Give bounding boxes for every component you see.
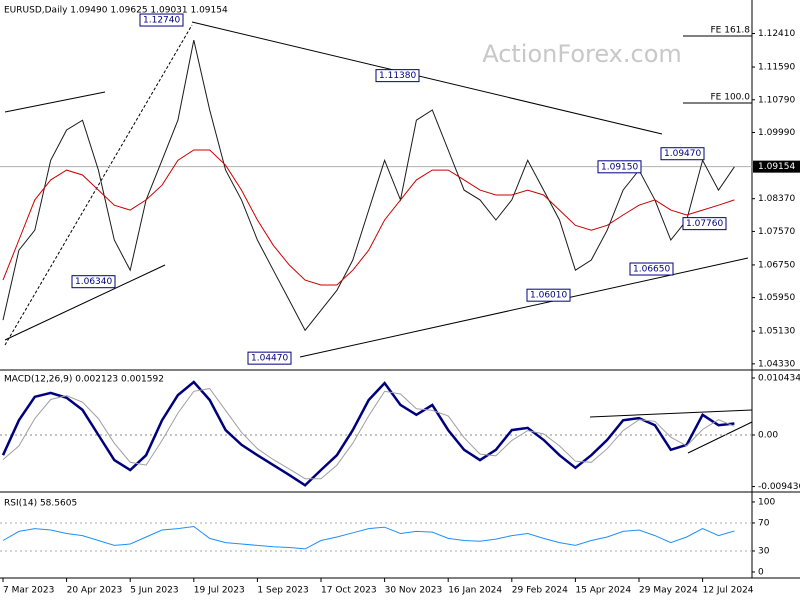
price-label-box xyxy=(375,69,420,83)
rsi-title: RSI(14) 58.5605 xyxy=(4,499,77,509)
chart-title: EURUSD,Daily 1.09490 1.09625 1.09031 1.0… xyxy=(4,6,228,16)
series-line xyxy=(2,388,735,480)
y-tick-label: 30 xyxy=(758,546,770,556)
price-label-box xyxy=(139,13,184,27)
fe-label: FE 161.8 xyxy=(711,25,751,35)
series-line xyxy=(1,380,735,487)
y-tick-label: 1.06750 xyxy=(758,260,795,270)
trendline xyxy=(687,421,753,454)
price-label-box xyxy=(247,351,292,365)
y-tick-label: 1.05130 xyxy=(758,327,795,337)
trendline xyxy=(589,409,753,418)
x-tick-label: 5 Jun 2023 xyxy=(130,586,178,596)
macd-title: MACD(12,26,9) 0.002123 0.001592 xyxy=(4,375,164,385)
last-price-box xyxy=(753,160,800,173)
series-line xyxy=(2,149,735,286)
x-tick-label: 29 May 2024 xyxy=(639,586,698,596)
y-tick-label: 1.11590 xyxy=(758,63,795,73)
x-tick-label: 1 Sep 2023 xyxy=(257,586,308,596)
trendline xyxy=(4,24,193,346)
fe-label: FE 100.0 xyxy=(711,93,751,103)
price-label-box xyxy=(597,160,642,174)
price-label: 1.12740 xyxy=(143,16,180,26)
y-tick-label: 70 xyxy=(758,518,770,528)
y-tick-label: 1.12410 xyxy=(758,29,795,39)
y-tick-label: 1.05950 xyxy=(758,293,795,303)
price-label: 1.06010 xyxy=(530,291,567,301)
price-label-box xyxy=(71,275,116,289)
x-tick-label: 20 Apr 2023 xyxy=(67,586,123,596)
price-label: 1.06340 xyxy=(75,277,112,287)
x-tick-label: 19 Jul 2023 xyxy=(194,586,245,596)
x-tick-label: 17 Oct 2023 xyxy=(321,586,377,596)
price-label: 1.07760 xyxy=(686,219,723,229)
x-tick-label: 7 Mar 2023 xyxy=(3,586,54,596)
x-tick-label: 15 Apr 2024 xyxy=(575,586,631,596)
y-tick-label: -0.009436 xyxy=(758,482,800,492)
y-tick-label: 0 xyxy=(758,567,764,577)
price-label: 1.06650 xyxy=(633,265,670,275)
price-label-box xyxy=(629,262,674,276)
y-tick-label: 1.07570 xyxy=(758,227,795,237)
price-label-box xyxy=(682,217,727,231)
trendline xyxy=(4,91,106,113)
y-tick-label: 0.010434 xyxy=(758,373,800,383)
series-line xyxy=(2,525,735,550)
x-tick-label: 12 Jul 2024 xyxy=(703,586,754,596)
y-tick-label: 1.08370 xyxy=(758,194,795,204)
price-label-box xyxy=(526,288,571,302)
y-tick-label: 1.10790 xyxy=(758,95,795,105)
price-label: 1.04470 xyxy=(251,354,288,364)
trendline xyxy=(4,264,166,341)
watermark: ActionForex.com xyxy=(482,40,682,68)
y-tick-label: 1.09990 xyxy=(758,128,795,138)
price-label: 1.11380 xyxy=(379,71,416,81)
series-line xyxy=(2,39,735,332)
y-tick-label: 0.00 xyxy=(758,431,778,441)
price-label: 1.09150 xyxy=(601,162,638,172)
x-tick-label: 30 Nov 2023 xyxy=(385,586,443,596)
trendline xyxy=(191,21,663,135)
x-tick-label: 29 Feb 2024 xyxy=(512,586,568,596)
price-label: 1.09470 xyxy=(664,149,701,159)
last-price-label: 1.09154 xyxy=(758,162,795,172)
x-tick-label: 16 Jan 2024 xyxy=(448,586,502,596)
y-tick-label: 100 xyxy=(758,497,775,507)
price-label-box xyxy=(660,147,705,161)
y-tick-label: 1.04330 xyxy=(758,359,795,369)
